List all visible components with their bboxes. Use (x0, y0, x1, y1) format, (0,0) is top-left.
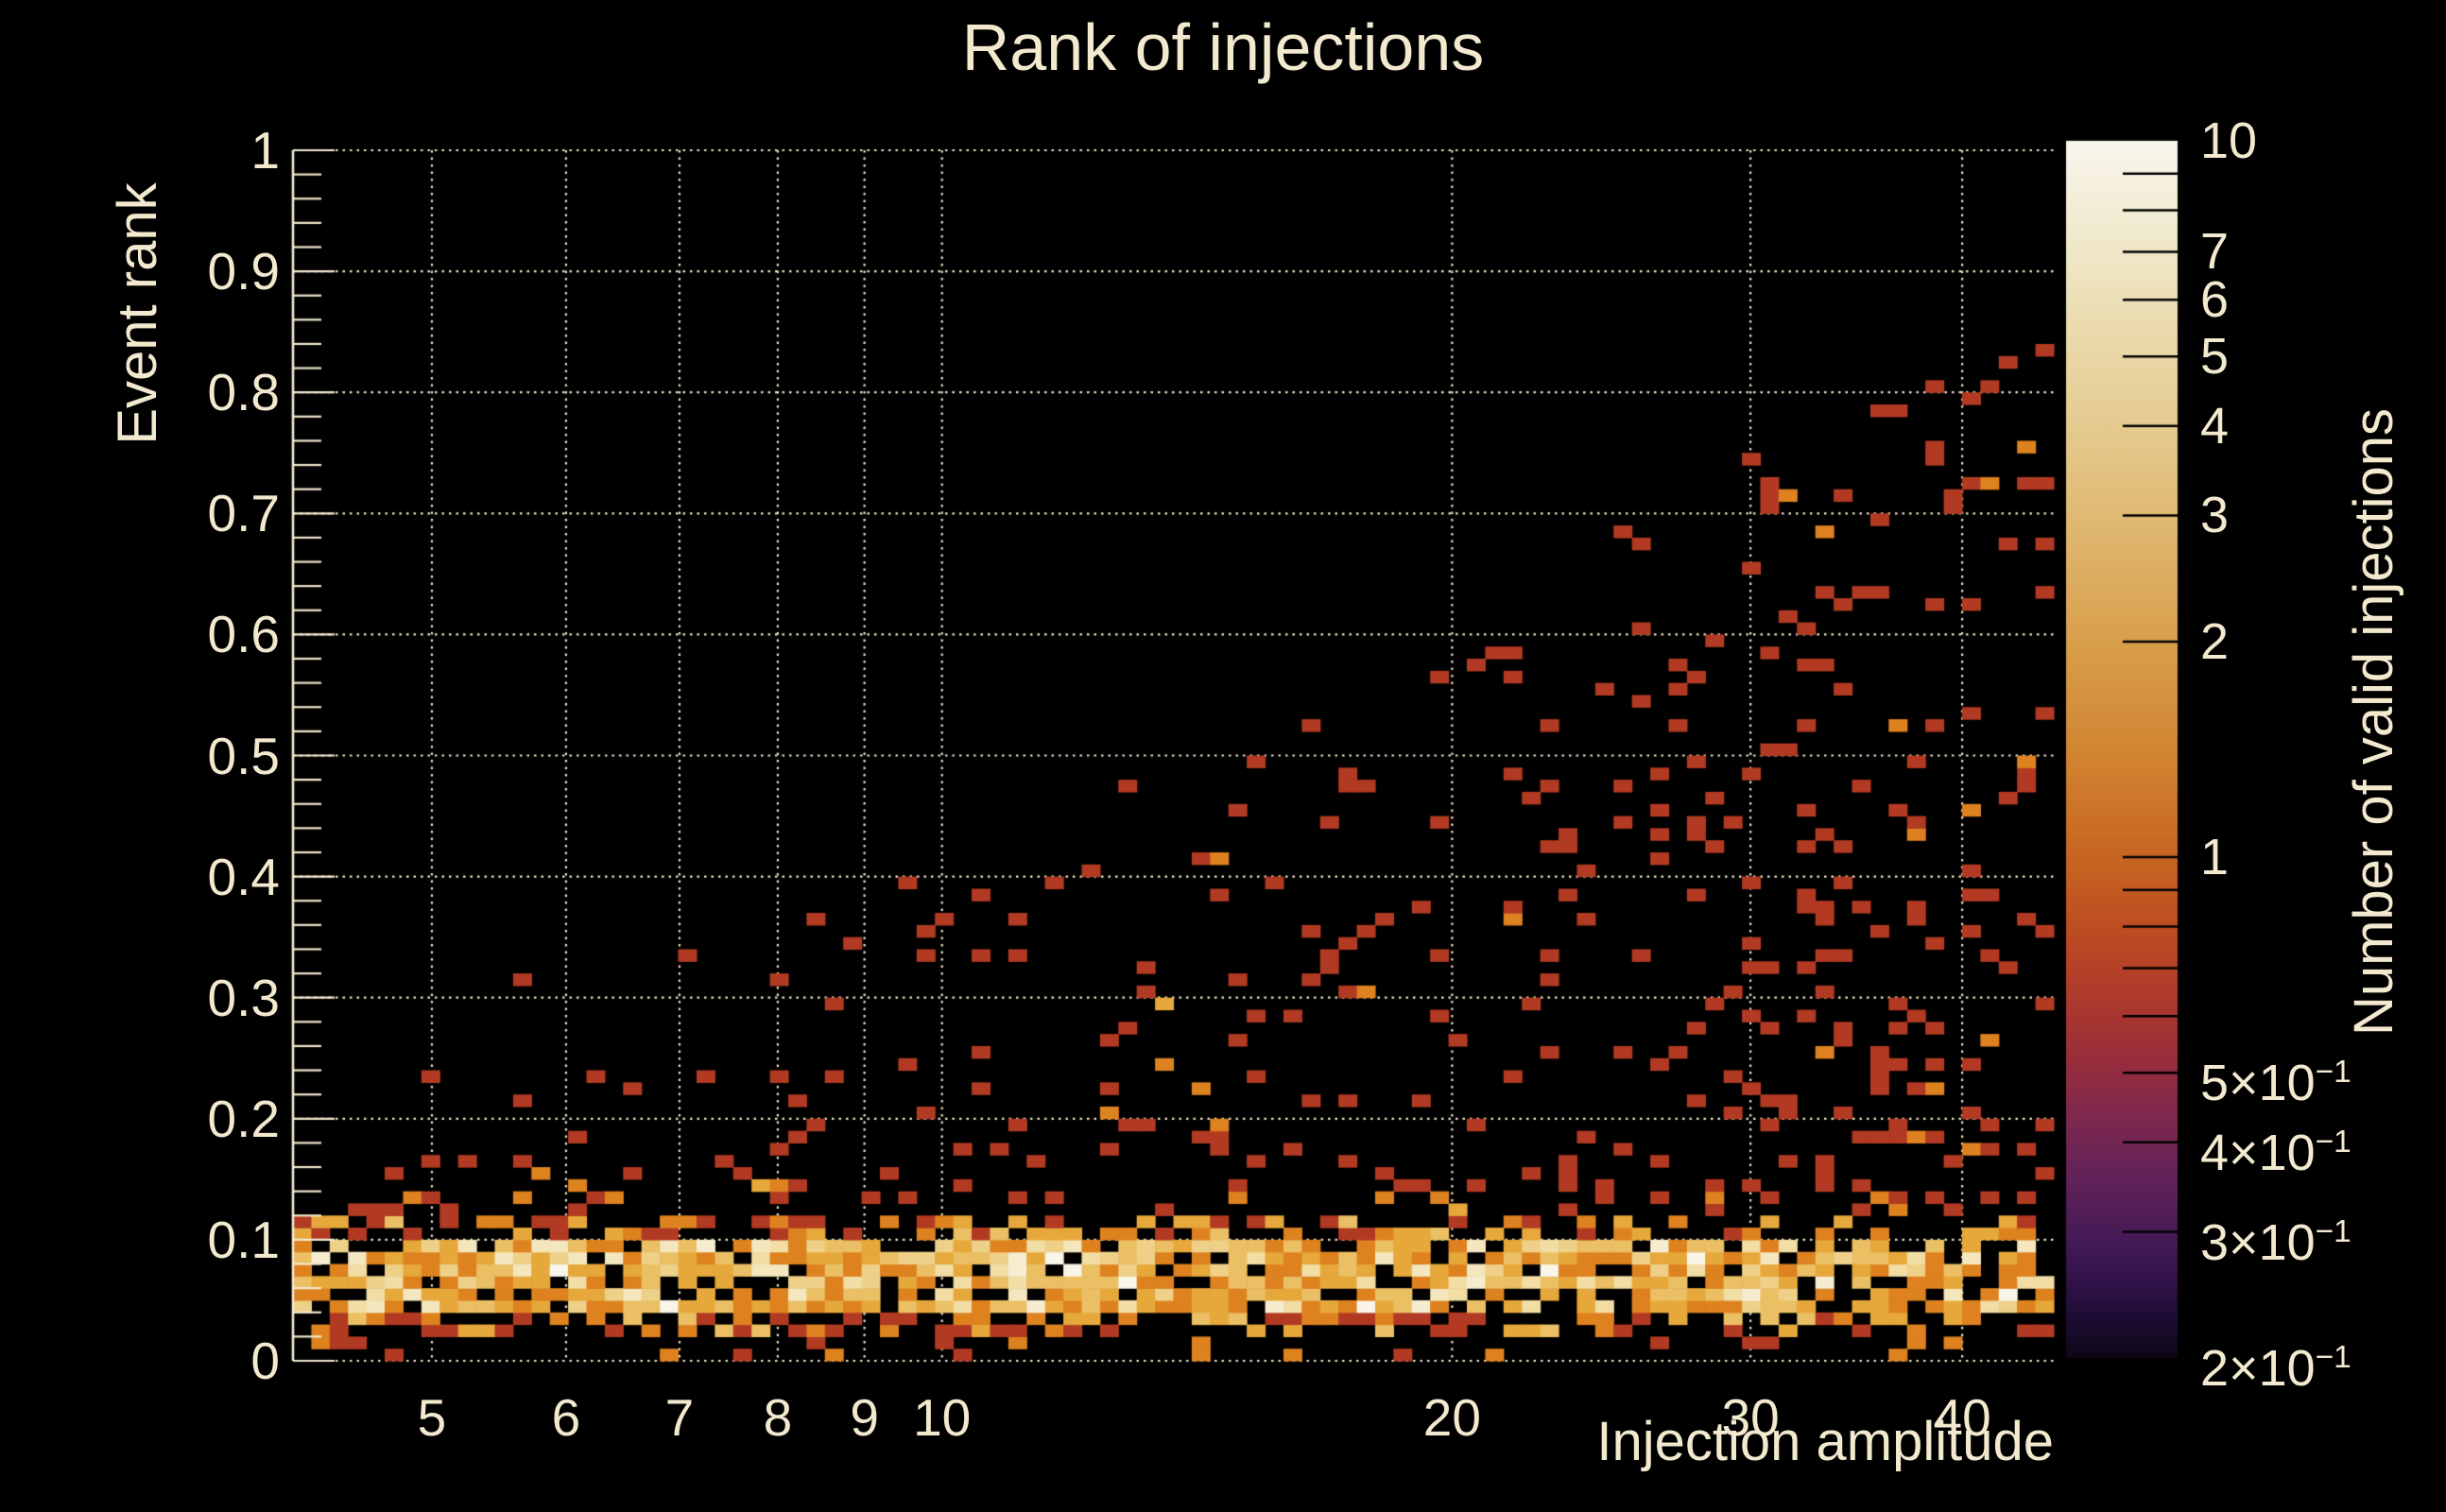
x-tick-label: 30 (1721, 1388, 1780, 1447)
colorbar-tick-label: 2 (2200, 612, 2230, 670)
colorbar-title: Number of valid injections (2343, 407, 2404, 1037)
y-tick-label: 0.5 (207, 726, 280, 785)
colorbar-tick-label: 1 (2200, 829, 2230, 886)
x-tick-label: 9 (850, 1388, 879, 1447)
y-tick-label: 0.2 (207, 1089, 280, 1148)
y-tick-label: 0.6 (207, 605, 280, 664)
y-tick-label: 0.7 (207, 484, 280, 543)
y-tick-label: 0.3 (207, 968, 280, 1027)
colorbar-tick-label: 5 (2200, 328, 2230, 386)
y-tick-label: 0.1 (207, 1210, 280, 1269)
colorbar-tick-label: 5×10−1 (2200, 1055, 2351, 1112)
x-tick-label: 40 (1933, 1388, 1991, 1447)
colorbar-tick-label: 3×10−1 (2200, 1213, 2351, 1271)
y-tick-label: 0.8 (207, 363, 280, 422)
y-tick-label: 0.4 (207, 847, 280, 906)
colorbar-tick-label: 4 (2200, 397, 2230, 455)
x-tick-label: 5 (417, 1388, 447, 1447)
colorbar-tick-label: 6 (2200, 271, 2230, 329)
x-tick-label: 8 (763, 1388, 793, 1447)
colorbar-tick-label: 4×10−1 (2200, 1124, 2351, 1181)
colorbar-tick-label: 2×10−1 (2200, 1340, 2351, 1397)
colorbar-tick-label: 10 (2200, 112, 2258, 169)
colorbar-tick-label: 3 (2200, 487, 2230, 544)
x-tick-label: 20 (1422, 1388, 1481, 1447)
x-tick-label: 10 (913, 1388, 972, 1447)
y-tick-label: 0.9 (207, 242, 280, 301)
y-tick-label: 0 (250, 1332, 280, 1390)
x-axis-title: Injection amplitude (1596, 1411, 2054, 1472)
colorbar-tick-label: 7 (2200, 223, 2230, 281)
x-tick-label: 6 (551, 1388, 581, 1447)
y-tick-label: 1 (250, 121, 280, 180)
x-tick-label: 7 (664, 1388, 695, 1447)
chart-title: Rank of injections (961, 10, 1485, 84)
